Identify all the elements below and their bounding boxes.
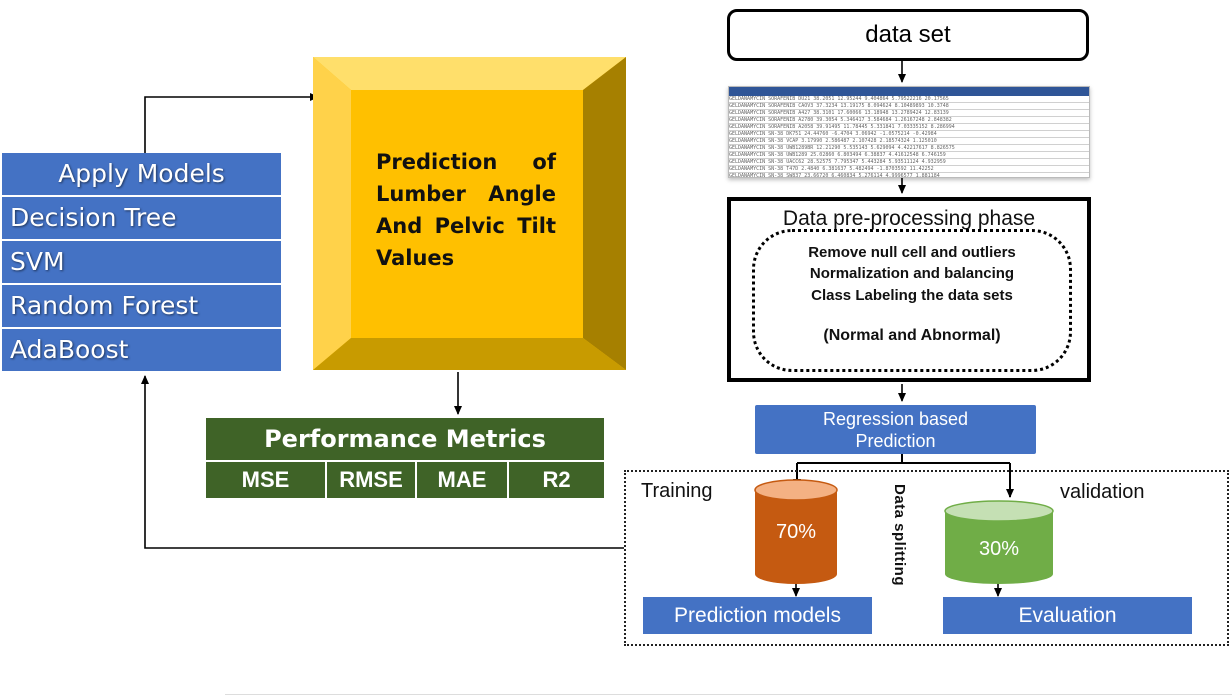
step-remove-null: Remove null cell and outliers	[808, 244, 1016, 261]
apply-models-title: Apply Models	[2, 153, 281, 197]
class-labels: (Normal and Abnormal)	[823, 327, 1001, 344]
model-svm: SVM	[2, 241, 281, 285]
metric-r2: R2	[509, 462, 604, 498]
evaluation-box: Evaluation	[943, 597, 1192, 634]
training-percent: 70%	[775, 521, 817, 543]
regression-line-1: Regression based	[822, 409, 969, 429]
step-normalization: Normalization and balancing	[809, 265, 1015, 282]
step-class-labeling: Class Labeling the data sets	[811, 287, 1013, 304]
prediction-text: Prediction of Lumber Angle And Pelvic Ti…	[376, 150, 556, 270]
metric-mse: MSE	[206, 462, 327, 498]
model-adaboost: AdaBoost	[2, 329, 281, 373]
data-splitting-area	[624, 470, 1229, 646]
performance-metrics-row: MSE RMSE MAE R2	[206, 462, 604, 498]
regression-split-lines	[797, 454, 1010, 464]
validation-percent: 30%	[978, 538, 1020, 560]
preprocessing-title: Data pre-processing phase	[782, 207, 1036, 230]
dataset-box: data set	[727, 9, 1089, 61]
metric-rmse: RMSE	[327, 462, 417, 498]
training-label: Training	[641, 480, 713, 502]
apply-models-panel: Apply Models Decision Tree SVM Random Fo…	[2, 153, 281, 373]
regression-line-2: Prediction	[855, 431, 936, 451]
training-cylinder	[754, 479, 838, 584]
models-to-prediction-arrow	[144, 93, 319, 153]
performance-metrics-title: Performance Metrics	[206, 418, 604, 460]
feedback-loop-arrow	[141, 375, 624, 549]
prediction-models-box: Prediction models	[643, 597, 872, 634]
validation-label: validation	[1060, 481, 1145, 503]
metric-mae: MAE	[417, 462, 509, 498]
regression-box: Regression based Prediction	[755, 405, 1036, 454]
model-decision-tree: Decision Tree	[2, 197, 281, 241]
data-splitting-label: Data splitting	[891, 484, 908, 587]
model-random-forest: Random Forest	[2, 285, 281, 329]
validation-cylinder	[944, 500, 1054, 584]
bottom-divider	[225, 694, 1232, 695]
dataset-table-image: GELDANAMYCIN SORAFENIB DU21 38.2051 12.9…	[728, 86, 1090, 178]
preprocessing-steps: Remove null cell and outliers Normalizat…	[752, 229, 1072, 372]
prediction-bevel-box	[313, 57, 626, 370]
